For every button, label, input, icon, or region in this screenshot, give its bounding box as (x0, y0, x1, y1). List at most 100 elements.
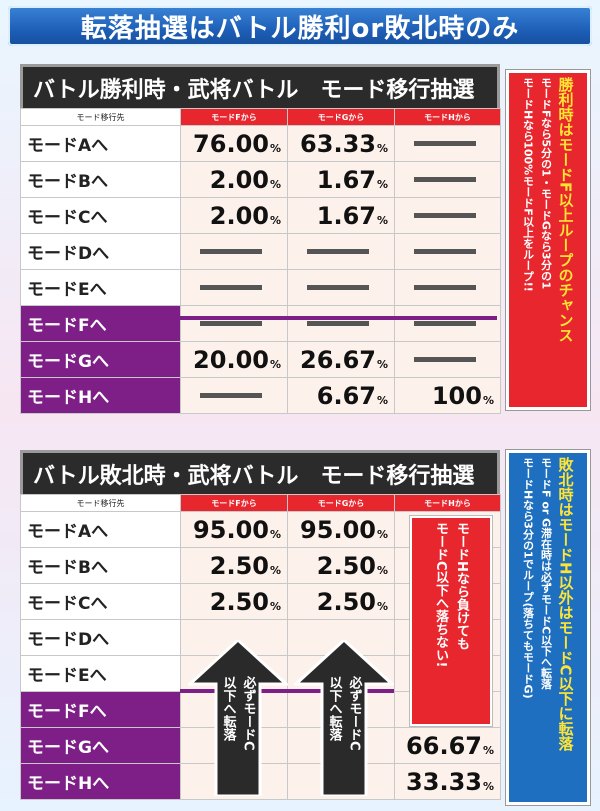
value-number: 20.00 (193, 345, 269, 374)
value-cell (394, 125, 501, 162)
dash-icon (200, 249, 262, 254)
row-label: モードGへ (20, 341, 181, 378)
table-row: モードEへ (20, 269, 501, 306)
percent-sign: % (376, 527, 388, 541)
value-number: 33.33 (406, 767, 482, 796)
win-callout-line2: モードHなら100%モードF以上をループ!! (521, 77, 535, 292)
value-cell: 20.00% (180, 341, 288, 378)
value-cell: 66.67% (394, 727, 501, 764)
row-label: モードHへ (20, 763, 181, 800)
value-number: 26.67 (300, 345, 376, 374)
percent-sign: % (269, 141, 281, 155)
value-number: 1.67 (316, 201, 376, 230)
table-row: モードAへ 95.00% 95.00% (20, 511, 501, 548)
percent-sign: % (269, 213, 281, 227)
arrow-g-text-2: 以下へ転落 (326, 676, 342, 741)
dash-icon (413, 249, 476, 254)
mode-h-note-2: モードC以下へ落ちない! (433, 522, 448, 668)
percent-sign: % (269, 563, 281, 577)
win-purple-divider (180, 316, 497, 320)
row-label: モードAへ (20, 511, 181, 548)
row-label: モードFへ (20, 691, 181, 728)
dash-icon (200, 321, 262, 326)
value-cell: 2.50% (287, 583, 395, 620)
table-row: モードCへ 2.00% 1.67% (20, 197, 501, 234)
value-cell: 26.67% (287, 341, 395, 378)
percent-sign: % (269, 599, 281, 613)
value-cell (394, 197, 501, 234)
value-number: 2.00 (209, 201, 269, 230)
percent-sign: % (269, 357, 281, 371)
value-cell: 33.33% (394, 763, 501, 800)
value-cell: 1.67% (287, 161, 395, 198)
percent-sign: % (482, 743, 494, 757)
percent-sign: % (376, 599, 388, 613)
win-mode-table: バトル勝利時・武将バトル モード移行抽選 モード移行先 モードFから モードGか… (20, 64, 501, 414)
row-label: モードFへ (20, 305, 181, 342)
arrow-f-text-1: 必ずモードC (240, 676, 256, 751)
lose-header-row: モード移行先 モードFから モードGから モードHから (20, 494, 501, 512)
col-header-destination: モード移行先 (20, 108, 181, 126)
page-title-banner: 転落抽選はバトル勝利or敗北時のみ (8, 6, 592, 46)
value-number: 2.50 (209, 587, 269, 616)
win-callout: 勝利時はモードF以上ループのチャンス モードFなら5分の1・モードGなら3分の1… (506, 70, 590, 410)
value-cell: 1.67% (287, 197, 395, 234)
value-cell (394, 305, 501, 342)
value-number: 95.00 (300, 515, 376, 544)
dash-icon (307, 285, 369, 290)
row-label: モードAへ (20, 125, 181, 162)
percent-sign: % (376, 563, 388, 577)
percent-sign: % (269, 177, 281, 191)
dash-icon (413, 177, 476, 182)
value-cell: 95.00% (180, 511, 288, 548)
col-header-from-h: モードHから (394, 494, 501, 512)
value-number: 66.67 (406, 731, 482, 760)
value-number: 95.00 (193, 515, 269, 544)
col-header-from-g: モードGから (287, 494, 395, 512)
win-callout-headline: 勝利時はモードF以上ループのチャンス (556, 77, 575, 343)
value-number: 2.50 (316, 587, 376, 616)
value-number: 2.50 (209, 551, 269, 580)
lose-callout-line1: モードF or G滞在時は必ずモードC以下へ転落 (539, 457, 553, 690)
value-cell: 2.00% (180, 197, 288, 234)
value-cell (180, 305, 288, 342)
value-cell (180, 377, 288, 414)
col-header-from-f: モードFから (180, 494, 288, 512)
value-cell: 95.00% (287, 511, 395, 548)
table-row: モードBへ 2.00% 1.67% (20, 161, 501, 198)
mode-h-note-1: モードHなら負けても (454, 522, 469, 650)
table-row: モードDへ (20, 233, 501, 270)
dash-icon (307, 249, 369, 254)
win-grid: モード移行先 モードFから モードGから モードHから モードAへ 76.00% 6… (20, 108, 501, 414)
table-row: モードAへ 76.00% 63.33% (20, 125, 501, 162)
dash-icon (413, 285, 476, 290)
value-cell: 63.33% (287, 125, 395, 162)
row-label: モードHへ (20, 377, 181, 414)
mode-h-note: モードHなら負けても モードC以下へ落ちない! (409, 515, 493, 727)
value-cell: 2.50% (287, 547, 395, 584)
arrow-g-text-1: 必ずモードC (346, 676, 362, 751)
dash-icon (413, 141, 476, 146)
row-label: モードEへ (20, 269, 181, 306)
lose-callout-line2: モードHなら3分の1でループ(落ちてもモードG) (521, 457, 535, 699)
percent-sign: % (376, 357, 388, 371)
col-header-from-g: モードGから (287, 108, 395, 126)
value-cell (394, 341, 501, 378)
value-number: 76.00 (193, 129, 269, 158)
lose-callout: 敗北時はモードH以外はモードC以下に転落 モードF or G滞在時は必ずモードC… (506, 450, 590, 805)
value-cell (394, 269, 501, 306)
value-cell: 2.00% (180, 161, 288, 198)
value-cell (287, 305, 395, 342)
value-number: 2.00 (209, 165, 269, 194)
dash-icon (413, 321, 476, 326)
row-label: モードGへ (20, 727, 181, 764)
row-label: モードBへ (20, 547, 181, 584)
value-cell (180, 233, 288, 270)
value-number: 100 (431, 381, 482, 410)
value-cell: 6.67% (287, 377, 395, 414)
lose-callout-headline: 敗北時はモードH以外はモードC以下に転落 (556, 457, 575, 751)
table-row: モードGへ 20.00% 26.67% (20, 341, 501, 378)
row-label: モードDへ (20, 619, 181, 656)
lose-purple-divider (180, 689, 394, 693)
row-label: モードCへ (20, 583, 181, 620)
